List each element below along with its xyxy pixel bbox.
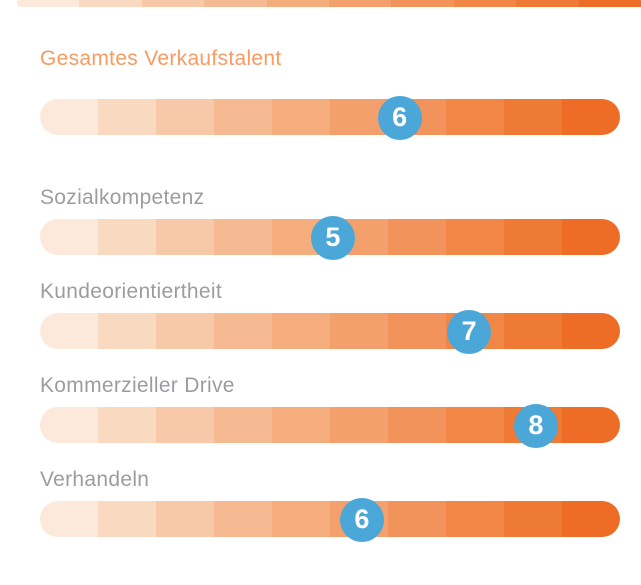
score-value: 6 [392,101,408,132]
gradient-segment [391,0,454,7]
gradient-segment [214,407,272,443]
score-bar: 8 [40,404,620,448]
gradient-segment [562,219,620,255]
gradient-segment [40,219,98,255]
gradient-segment [214,99,272,135]
score-value: 5 [325,221,341,252]
gradient-segment [562,407,620,443]
score-bar-track [40,219,620,255]
gradient-segment [504,99,562,135]
gradient-segment [98,407,156,443]
gradient-segment [40,99,98,135]
gradient-segment [204,0,267,7]
score-badge: 6 [339,498,384,542]
gradient-segment [446,501,504,537]
gradient-segment [562,99,620,135]
gradient-segment [453,0,517,7]
gradient-segment [156,219,214,255]
gradient-segment [504,313,562,349]
gradient-segment [330,313,388,349]
top-partial-bar [17,0,641,7]
gradient-segment [272,313,330,349]
gradient-segment [17,0,80,7]
gradient-segment [98,99,156,135]
competency-label: Sozialkompetenz [40,186,205,209]
gradient-segment [388,219,446,255]
gradient-segment [156,501,214,537]
gradient-segment [330,407,388,443]
score-value: 7 [461,315,477,346]
gradient-segment [504,501,562,537]
gradient-segment [272,407,330,443]
gradient-segment [98,219,156,255]
gradient-segment [156,313,214,349]
gradient-segment [214,219,272,255]
score-bar-track [40,407,620,443]
gradient-segment [446,99,504,135]
gradient-segment [79,0,142,7]
score-bar: 5 [40,216,620,260]
gradient-segment [578,0,641,7]
report-title-label: Gesamtes Verkaufstalent [40,47,282,70]
gradient-segment [214,313,272,349]
score-badge: 7 [447,310,492,354]
gradient-segment [272,99,330,135]
gradient-segment [504,219,562,255]
gradient-segment [446,407,504,443]
gradient-segment [40,313,98,349]
score-bar-track [40,501,620,537]
gradient-segment [446,219,504,255]
competency-label: Kundeorientiertheit [40,280,222,303]
score-bar-track [40,99,620,135]
score-bar: 6 [40,498,620,542]
competency-label: Verhandeln [40,468,150,491]
gradient-segment [388,313,446,349]
gradient-segment [156,99,214,135]
gradient-segment [156,407,214,443]
gradient-segment [562,501,620,537]
score-value: 8 [528,409,544,440]
gradient-segment [516,0,579,7]
score-bar-track [40,313,620,349]
gradient-segment [40,501,98,537]
score-badge: 8 [513,404,558,448]
score-value: 6 [354,503,370,534]
gradient-segment [141,0,205,7]
gradient-segment [562,313,620,349]
gradient-segment [214,501,272,537]
gradient-segment [98,313,156,349]
score-bar: 7 [40,310,620,354]
gradient-segment [266,0,330,7]
score-badge: 6 [377,96,422,140]
gradient-segment [329,0,392,7]
gradient-segment [98,501,156,537]
score-badge: 5 [310,216,355,260]
gradient-segment [388,501,446,537]
gradient-segment [40,407,98,443]
gradient-segment [388,407,446,443]
score-bar: 6 [40,96,620,140]
competency-label: Kommerzieller Drive [40,374,235,397]
gradient-segment [272,501,330,537]
